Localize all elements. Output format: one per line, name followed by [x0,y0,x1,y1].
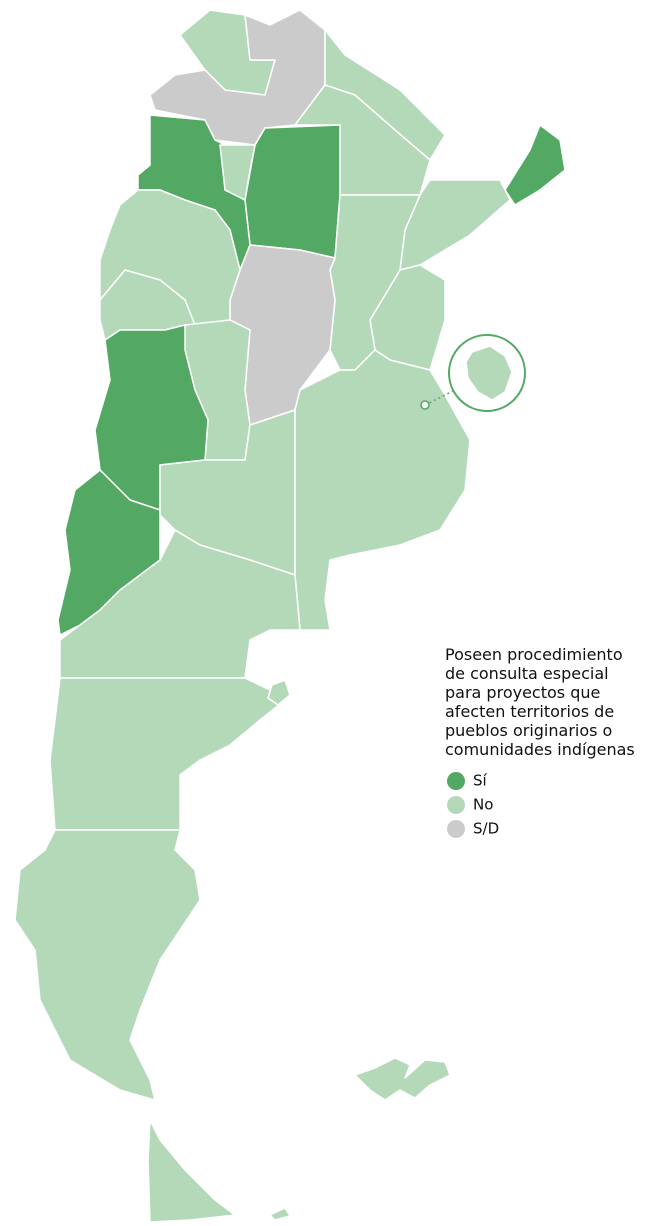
province [504,124,566,206]
legend-swatch [447,796,465,814]
legend-title: comunidades indígenas [445,740,635,759]
legend-label: No [473,796,493,814]
legend-title: Poseen procedimiento [445,645,623,664]
inset-connector [424,389,456,406]
inset-marker [420,400,430,410]
province [147,1119,236,1223]
legend-title: para proyectos que [445,683,600,702]
province [219,144,256,201]
province [267,679,291,706]
provinces [14,9,566,1223]
province [269,1207,291,1221]
legend-swatch [447,820,465,838]
province [294,349,471,631]
legend-label: S/D [473,820,499,838]
province [49,677,286,831]
legend-swatch [447,772,465,790]
legend-title: pueblos originarios o [445,721,612,740]
province [244,124,341,259]
legend-title: de consulta especial [445,664,609,683]
legend-title: afecten territorios de [445,702,614,721]
legend-label: Sí [473,772,488,790]
province [59,529,301,679]
province [14,829,201,1101]
inset-city [465,345,513,401]
islands [354,1057,451,1101]
